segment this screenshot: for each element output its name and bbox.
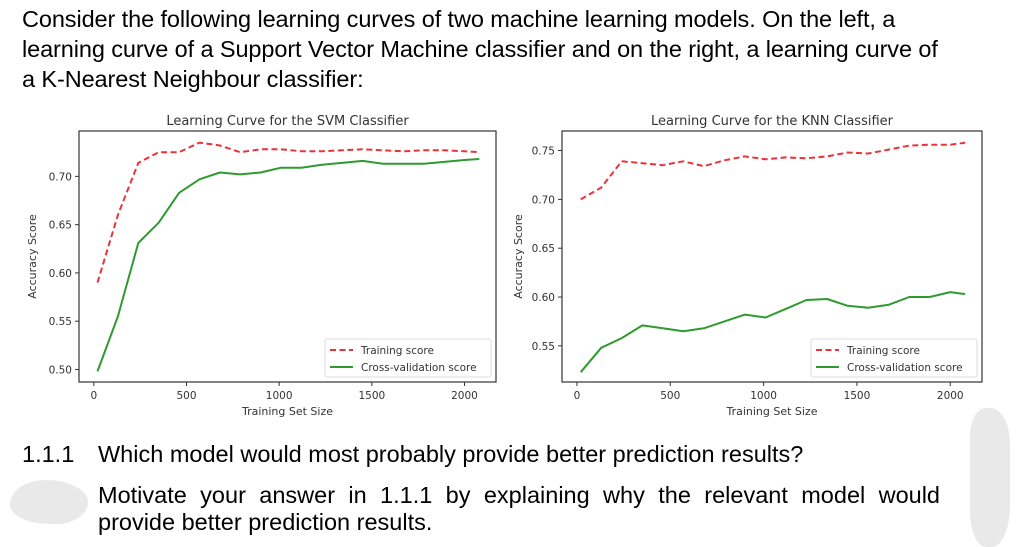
y-axis-label: Accuracy Score: [512, 214, 525, 299]
x-tick-label: 1000: [266, 390, 293, 402]
legend-box: [324, 338, 492, 378]
question-text: Which model would most probably provide …: [98, 441, 804, 467]
y-tick-label: 0.55: [532, 341, 555, 353]
y-tick-label: 0.70: [49, 171, 72, 183]
chart-title: Learning Curve for the KNN Classifier: [651, 114, 894, 129]
cross-validation-score-line: [96, 158, 480, 372]
y-axis-label: Accuracy Score: [26, 214, 39, 299]
y-tick-label: 0.75: [532, 146, 555, 158]
y-tick-label: 0.70: [532, 194, 555, 206]
redaction-blob-left: [10, 480, 88, 524]
y-tick-label: 0.60: [532, 292, 555, 304]
question-1-1-1: 1.1.1 Which model would most probably pr…: [22, 439, 922, 469]
knn-chart-svg: Learning Curve for the KNN Classifier 0 50…: [512, 114, 983, 418]
chart-title: Learning Curve for the SVM Classifier: [166, 114, 409, 129]
y-tick-label: 0.65: [532, 243, 555, 255]
legend-label: Training score: [360, 345, 434, 357]
training-score-line: [580, 141, 966, 201]
x-axis-label: Training Set Size: [241, 405, 333, 418]
question-number: 1.1.1: [22, 441, 75, 467]
redaction-blob-right: [970, 408, 1010, 547]
legend: Training score Cross-validation score: [324, 338, 492, 378]
x-tick-label: 2000: [451, 390, 478, 402]
x-tick-label: 1500: [844, 390, 871, 402]
legend-label: Cross-validation score: [361, 362, 477, 374]
x-tick-label: 0: [574, 390, 581, 402]
knn-learning-curve-chart: Learning Curve for the KNN Classifier 0 50…: [505, 105, 1005, 425]
x-tick-label: 500: [176, 390, 196, 402]
legend: Training score Cross-validation score: [810, 338, 978, 378]
intro-paragraph: Consider the following learning curves o…: [22, 6, 938, 92]
legend-label: Cross-validation score: [847, 362, 963, 374]
x-tick-label: 0: [90, 390, 97, 402]
x-tick-label: 1500: [358, 390, 385, 402]
y-tick-label: 0.65: [49, 220, 72, 232]
svm-learning-curve-chart: Learning Curve for the SVM Classifier 0 50…: [0, 105, 505, 425]
x-tick-label: 500: [660, 390, 680, 402]
y-tick-label: 0.55: [49, 316, 72, 328]
plot-frame: [78, 130, 497, 383]
y-tick-label: 0.60: [49, 268, 72, 280]
legend-box: [810, 338, 978, 378]
x-axis-label: Training Set Size: [725, 405, 817, 418]
y-tick-label: 0.50: [49, 364, 72, 376]
svm-chart-svg: Learning Curve for the SVM Classifier 0 50…: [26, 114, 497, 418]
legend-label: Training score: [846, 345, 920, 357]
motivate-instruction: Motivate your answer in 1.1.1 by explain…: [98, 482, 940, 535]
x-tick-label: 2000: [937, 390, 964, 402]
cross-validation-score-line: [579, 291, 966, 373]
plot-frame: [561, 130, 983, 383]
training-score-line: [96, 141, 480, 283]
x-tick-label: 1000: [750, 390, 777, 402]
